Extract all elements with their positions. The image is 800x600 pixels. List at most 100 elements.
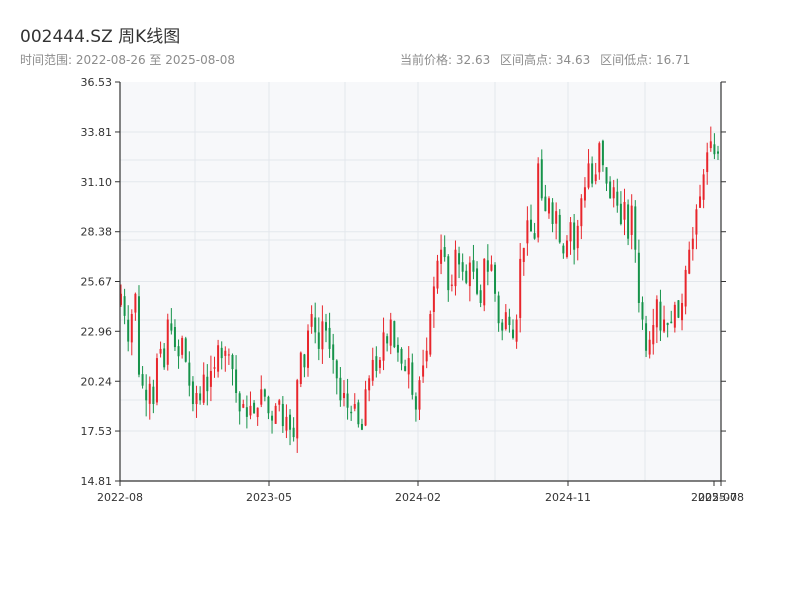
candle [594, 162, 597, 185]
candle [274, 403, 277, 424]
candle-body [612, 187, 615, 199]
candle-body [558, 214, 561, 243]
candle [231, 353, 234, 386]
candle-body [443, 247, 446, 258]
candle [249, 391, 252, 420]
candle-body [202, 374, 205, 403]
candle [612, 179, 615, 208]
candle-body [188, 362, 191, 386]
candle [591, 156, 594, 188]
candle-body [335, 360, 338, 379]
candle [206, 364, 209, 406]
candle [404, 359, 407, 372]
candle-body [411, 362, 414, 395]
candle-body [206, 376, 209, 392]
candle [350, 405, 353, 421]
candle [170, 308, 173, 335]
candle [364, 380, 367, 427]
y-tick-label: 28.38 [81, 226, 113, 239]
candle-body [616, 191, 619, 206]
candle-body [418, 380, 421, 410]
candle [134, 292, 137, 321]
chart-title: 002444.SZ 周K线图 [20, 27, 181, 47]
x-tick-label: 2024-11 [545, 491, 591, 504]
candle [152, 379, 155, 414]
candle-body [551, 202, 554, 225]
candle-body [447, 256, 450, 291]
candle-body [490, 264, 493, 271]
candle [609, 176, 612, 199]
candle-body [375, 356, 378, 371]
candle-body [472, 260, 475, 272]
candle [371, 347, 374, 386]
candle [411, 353, 414, 400]
candle [583, 177, 586, 208]
candle-body [673, 304, 676, 328]
candle-body [583, 187, 586, 201]
candle-body [659, 301, 662, 331]
candle [476, 261, 479, 296]
candle [702, 169, 705, 209]
candle [522, 247, 525, 276]
candle-body [123, 296, 126, 316]
candle-body [598, 143, 601, 173]
candle-body [699, 196, 702, 208]
candle [414, 392, 417, 422]
candle-body [324, 322, 327, 331]
candle-body [271, 415, 274, 421]
candle-body [296, 380, 299, 439]
candle [253, 400, 256, 414]
candle-body [468, 262, 471, 287]
candle-body [235, 369, 238, 394]
candle-body [454, 249, 457, 287]
candle [292, 417, 295, 442]
price-stats: 当前价格: 32.63 区间高点: 34.63 区间低点: 16.71 [400, 51, 696, 68]
candle-body [378, 359, 381, 368]
candle-body [321, 321, 324, 350]
candle-body [573, 222, 576, 250]
candle-body [199, 393, 202, 401]
candle-body [407, 358, 410, 375]
candle-body [346, 393, 349, 408]
candle [317, 317, 320, 361]
candle-body [648, 339, 651, 355]
candle-body [486, 260, 489, 272]
candle [386, 333, 389, 352]
candle [159, 341, 162, 358]
candle-body [389, 319, 392, 346]
candle-body [479, 290, 482, 303]
candle [652, 308, 655, 355]
candle-body [684, 269, 687, 307]
candle [296, 378, 299, 453]
candle [177, 339, 180, 369]
candle-body [458, 253, 461, 265]
candle-body [450, 284, 453, 286]
candle-body [314, 317, 317, 333]
candle [537, 157, 540, 243]
candle-body [299, 352, 302, 384]
candle [299, 351, 302, 388]
candle [389, 312, 392, 355]
candle-body [483, 258, 486, 306]
candle [508, 308, 511, 333]
candle [289, 409, 292, 446]
candle [519, 243, 522, 333]
candle-body [360, 423, 363, 430]
candle [691, 227, 694, 261]
candle [227, 348, 230, 365]
candle [497, 291, 500, 332]
candle [573, 213, 576, 265]
candle [709, 126, 712, 152]
candle [673, 301, 676, 333]
candle [396, 337, 399, 362]
candle-body [130, 314, 133, 343]
candle-body [195, 393, 198, 405]
candle [425, 337, 428, 369]
candles [120, 126, 719, 453]
candle [324, 313, 327, 343]
candle [127, 305, 130, 352]
interval-low-text: 区间低点: 16.71 [600, 53, 691, 67]
candle [166, 313, 169, 371]
candle [181, 335, 184, 359]
